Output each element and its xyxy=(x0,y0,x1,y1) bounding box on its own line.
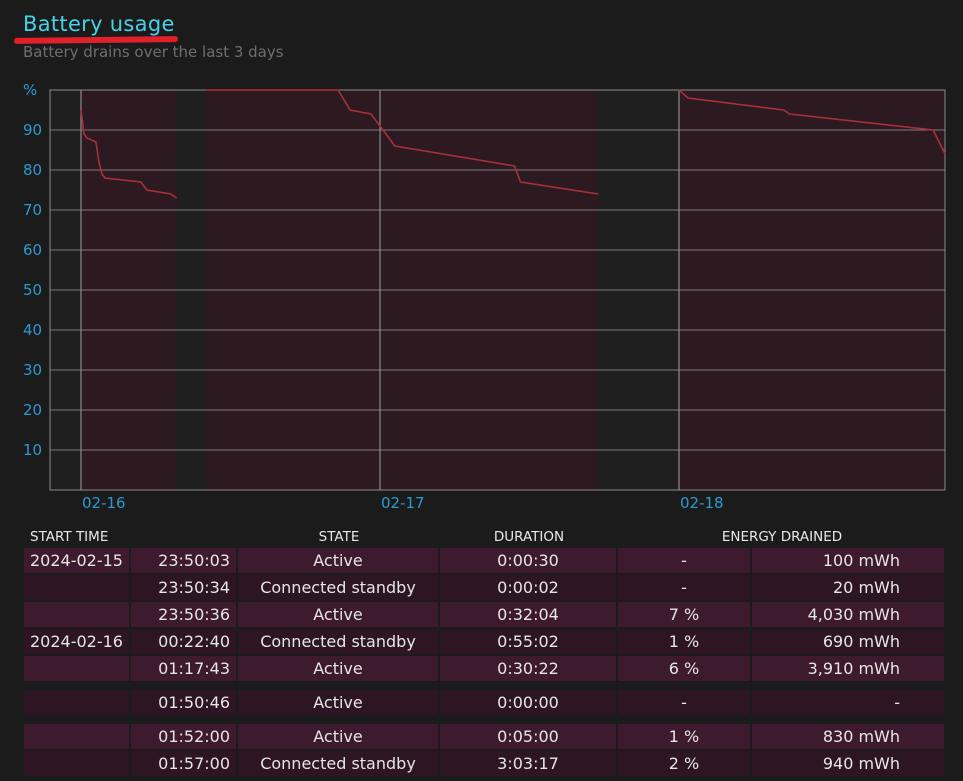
duration-cell: 0:05:00 xyxy=(440,724,618,751)
energy-drained-cell: 20 mWh xyxy=(752,575,946,602)
percent-drained-cell: 1 % xyxy=(618,629,752,656)
percent-drained-cell: 6 % xyxy=(618,656,752,683)
table-row: 23:50:36 Active 0:32:04 7 % 4,030 mWh xyxy=(24,602,946,629)
energy-drained-cell: 940 mWh xyxy=(752,751,946,778)
duration-cell: 0:55:02 xyxy=(440,629,618,656)
state-cell: Connected standby xyxy=(238,751,440,778)
duration-cell: 0:00:02 xyxy=(440,575,618,602)
y-tick-label: 10 xyxy=(23,441,42,459)
percent-drained-cell: 2 % xyxy=(618,751,752,778)
battery-usage-table: START TIME STATE DURATION ENERGY DRAINED… xyxy=(24,526,946,778)
header-state: STATE xyxy=(318,529,360,545)
row-separator xyxy=(24,683,946,690)
table-row: 01:52:00 Active 0:05:00 1 % 830 mWh xyxy=(24,724,946,751)
x-tick-label: 02-16 xyxy=(82,494,126,512)
y-tick-label: 60 xyxy=(23,241,42,259)
time-cell: 23:50:34 xyxy=(131,575,238,602)
percent-drained-cell: - xyxy=(618,548,752,575)
table-row: 2024-02-15 23:50:03 Active 0:00:30-100 mWh xyxy=(24,548,946,575)
state-cell: Connected standby xyxy=(238,575,440,602)
time-cell: 01:52:00 xyxy=(131,724,238,751)
table-row: 01:50:46 Active 0:00:00- - xyxy=(24,690,946,717)
header-energy-drained: ENERGY DRAINED xyxy=(721,529,843,545)
date-cell xyxy=(24,656,131,683)
energy-drained-cell: - xyxy=(752,690,946,717)
time-cell: 23:50:36 xyxy=(131,602,238,629)
state-cell: Connected standby xyxy=(238,629,440,656)
date-cell xyxy=(24,575,131,602)
state-cell: Active xyxy=(238,690,440,717)
y-tick-label: 80 xyxy=(23,161,42,179)
date-cell xyxy=(24,602,131,629)
row-separator xyxy=(24,717,946,724)
energy-drained-cell: 100 mWh xyxy=(752,548,946,575)
time-cell: 01:50:46 xyxy=(131,690,238,717)
duration-cell: 0:00:30 xyxy=(440,548,618,575)
duration-cell: 0:32:04 xyxy=(440,602,618,629)
plot-frame xyxy=(49,89,946,491)
state-cell: Active xyxy=(238,602,440,629)
y-tick-label: 50 xyxy=(23,281,42,299)
y-tick-label: 40 xyxy=(23,321,42,339)
x-tick-label: 02-18 xyxy=(680,494,724,512)
y-tick-label: 70 xyxy=(23,201,42,219)
date-cell xyxy=(24,751,131,778)
energy-drained-cell: 3,910 mWh xyxy=(752,656,946,683)
time-cell: 00:22:40 xyxy=(131,629,238,656)
state-cell: Active xyxy=(238,548,440,575)
date-cell: 2024-02-16 xyxy=(24,629,131,656)
date-cell: 2024-02-15 xyxy=(24,548,131,575)
state-cell: Active xyxy=(238,656,440,683)
y-unit-label: % xyxy=(23,81,37,99)
table-row: 01:57:00 Connected standby 3:03:17 2 % 940 m… xyxy=(24,751,946,778)
battery-chart: 10 20 30 40 50 60 70 80 90% 02-16 02-17 02-18 xyxy=(23,81,946,512)
time-cell: 23:50:03 xyxy=(131,548,238,575)
y-tick-label: 20 xyxy=(23,401,42,419)
table-row: 2024-02-16 00:22:40 Connected standby 0:55:… xyxy=(24,629,946,656)
battery-level-line xyxy=(80,109,178,199)
duration-cell: 0:00:00 xyxy=(440,690,618,717)
time-cell: 01:17:43 xyxy=(131,656,238,683)
percent-drained-cell: 7 % xyxy=(618,602,752,629)
duration-cell: 0:30:22 xyxy=(440,656,618,683)
y-tick-label: 30 xyxy=(23,361,42,379)
duration-cell: 3:03:17 xyxy=(440,751,618,778)
energy-drained-cell: 4,030 mWh xyxy=(752,602,946,629)
percent-drained-cell: 1 % xyxy=(618,724,752,751)
battery-level-line xyxy=(206,89,599,195)
percent-drained-cell: - xyxy=(618,690,752,717)
page-subtitle: Battery drains over the last 3 days xyxy=(23,43,284,61)
energy-drained-cell: 690 mWh xyxy=(752,629,946,656)
x-tick-label: 02-17 xyxy=(381,494,425,512)
date-cell xyxy=(24,690,131,717)
energy-drained-cell: 830 mWh xyxy=(752,724,946,751)
y-tick-label: 90 xyxy=(23,121,42,139)
table-row: 01:17:43 Active 0:30:22 6 % 3,910 mWh xyxy=(24,656,946,683)
header-duration: DURATION xyxy=(493,529,565,545)
header-start-time: START TIME xyxy=(30,529,109,545)
state-cell: Active xyxy=(238,724,440,751)
time-cell: 01:57:00 xyxy=(131,751,238,778)
date-cell xyxy=(24,724,131,751)
battery-level-line xyxy=(678,89,946,155)
table-row: 23:50:34 Connected standby 0:00:02-20 mWh xyxy=(24,575,946,602)
page-title: Battery usage xyxy=(23,12,175,36)
percent-drained-cell: - xyxy=(618,575,752,602)
